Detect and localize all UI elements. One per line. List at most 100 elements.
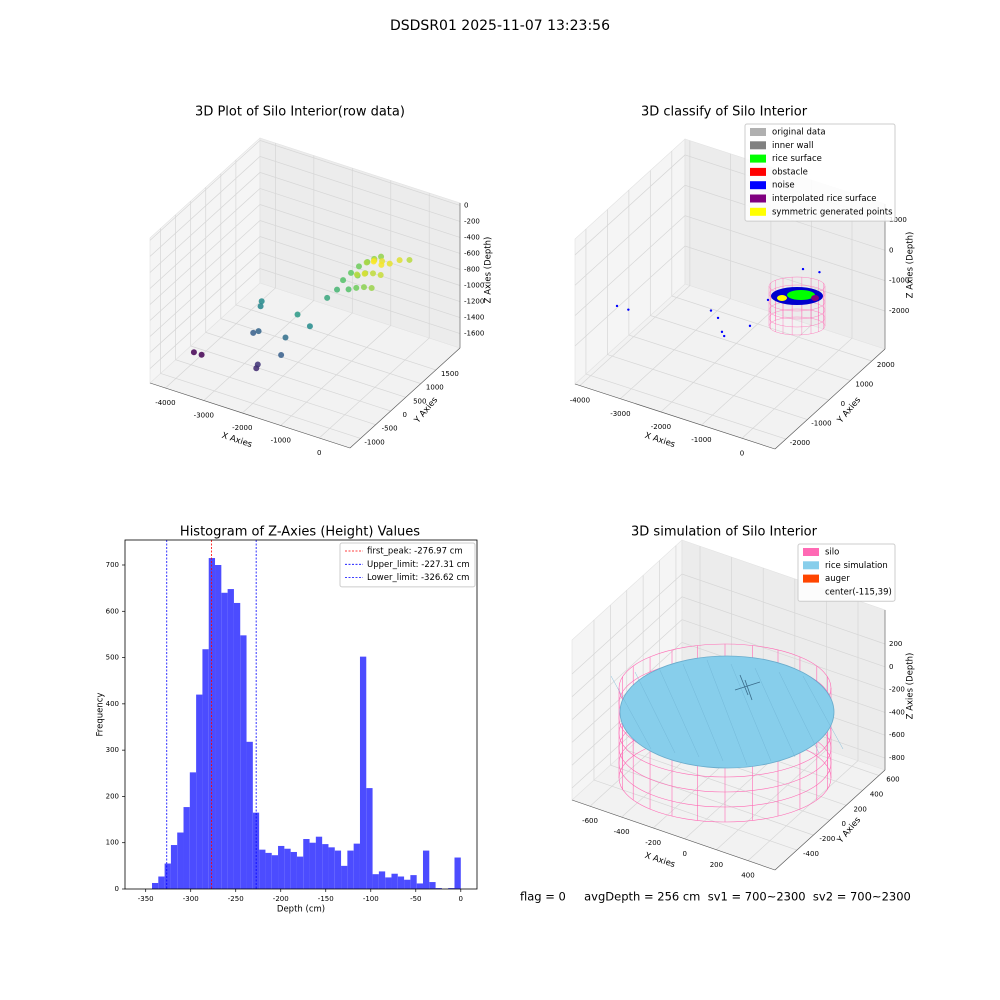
- z-tick-label: 0: [889, 663, 893, 671]
- x-tick-label: -200: [645, 839, 661, 847]
- surface-mesh: [802, 675, 844, 750]
- x-tick-label: -250: [228, 895, 244, 903]
- legend-label: Lower_limit: -326.62 cm: [367, 573, 469, 583]
- bar: [429, 882, 436, 889]
- y-tick-label: -200: [819, 835, 835, 843]
- x-tick-label: 400: [741, 872, 754, 880]
- x-tick-label: -400: [614, 828, 630, 836]
- legend-patch: [750, 128, 766, 136]
- grid-line: [671, 151, 872, 362]
- legend-label: first_peak: -276.97 cm: [367, 547, 463, 557]
- bar: [378, 871, 386, 889]
- x-tick-label: -150: [318, 895, 334, 903]
- bar: [303, 839, 310, 889]
- z-tick-label: -1200: [464, 298, 484, 306]
- x-tick-label: 0: [740, 449, 744, 457]
- x-tick-label: -4000: [570, 397, 590, 405]
- bar: [359, 656, 367, 889]
- z-tick-label: -800: [889, 754, 905, 762]
- grid-line: [149, 252, 461, 353]
- legend-label: symmetric generated points: [772, 207, 893, 217]
- bar: [341, 865, 348, 889]
- data-point: [386, 260, 393, 267]
- grid-line: [220, 173, 421, 384]
- axis-line: [574, 383, 776, 450]
- y-tick-label: -500: [382, 425, 398, 433]
- legend-label: interpolated rice surface: [772, 194, 877, 204]
- chart-title: 3D simulation of Silo Interior: [631, 525, 818, 540]
- y-tick-label: 100: [106, 839, 119, 847]
- grid-line: [628, 190, 829, 401]
- bar: [196, 694, 203, 889]
- legend-box: [797, 543, 896, 602]
- axis-line: [774, 769, 886, 871]
- grid-line: [205, 187, 406, 398]
- x-tick-label: -600: [582, 817, 598, 825]
- legend-label: silo: [825, 548, 839, 558]
- legend-label: center(-115,39): [825, 587, 892, 597]
- y-tick-label: 400: [106, 700, 119, 708]
- data-point: [348, 269, 355, 276]
- plot-frame: [124, 539, 478, 890]
- x-axis-label: Depth (cm): [277, 905, 325, 915]
- bar: [265, 852, 272, 889]
- y-tick-label: 200: [106, 792, 119, 800]
- data-point: [406, 256, 413, 263]
- legend-patch: [803, 574, 819, 583]
- axis-line: [349, 347, 461, 449]
- legend-box: [339, 542, 476, 588]
- bar: [271, 855, 279, 889]
- legend-label: rice simulation: [825, 561, 888, 571]
- noise-point: [716, 316, 720, 320]
- z-axis-label: Z Axies (Depth): [906, 232, 916, 299]
- data-point: [368, 285, 375, 292]
- bar: [221, 592, 228, 889]
- data-point: [370, 270, 377, 277]
- data-point: [257, 303, 264, 310]
- y-tick-label: -1000: [364, 438, 384, 446]
- y-tick-label: 600: [886, 776, 899, 784]
- z-tick-label: -1000: [464, 282, 484, 290]
- grid-line: [585, 229, 787, 440]
- bar: [315, 836, 323, 889]
- x-tick-label: 0: [317, 449, 321, 457]
- y-tick-label: 1500: [441, 370, 459, 378]
- y-tick-label: 1000: [426, 384, 444, 392]
- bar: [435, 888, 442, 889]
- bar: [227, 589, 234, 889]
- y-tick-label: -2000: [790, 439, 810, 447]
- z-tick-label: -2000: [889, 307, 909, 315]
- noise-point: [627, 308, 630, 311]
- axis-line: [149, 382, 351, 449]
- x-tick-label: -100: [363, 895, 379, 903]
- y-axis-label: Frequency: [96, 693, 106, 737]
- z-tick-label: 0: [889, 246, 893, 254]
- grid-line: [649, 170, 851, 381]
- bar: [334, 850, 342, 889]
- data-point: [190, 349, 197, 356]
- grid-line: [190, 201, 391, 412]
- x-tick-label: -1000: [271, 437, 291, 445]
- x-tick-label: -350: [138, 895, 154, 903]
- surface-mesh: [658, 667, 700, 758]
- bar: [164, 863, 171, 889]
- grid-line: [149, 156, 461, 257]
- bar: [208, 558, 216, 889]
- bar: [177, 832, 184, 889]
- silo-surface-purple: [811, 295, 819, 301]
- grid-line: [610, 605, 814, 836]
- bar: [404, 879, 411, 889]
- legend-patch: [803, 548, 819, 556]
- y-tick-label: 600: [106, 607, 119, 615]
- bar: [278, 845, 285, 889]
- legend-patch: [750, 167, 766, 176]
- surface-mesh: [754, 667, 796, 758]
- grid-line: [280, 180, 392, 426]
- bar: [372, 874, 379, 889]
- data-point: [370, 258, 377, 265]
- z-tick-label: -200: [464, 217, 480, 225]
- x-tick-label: -50: [410, 895, 421, 903]
- grid-line: [149, 172, 461, 273]
- grid-line: [149, 236, 461, 337]
- data-point: [278, 351, 285, 358]
